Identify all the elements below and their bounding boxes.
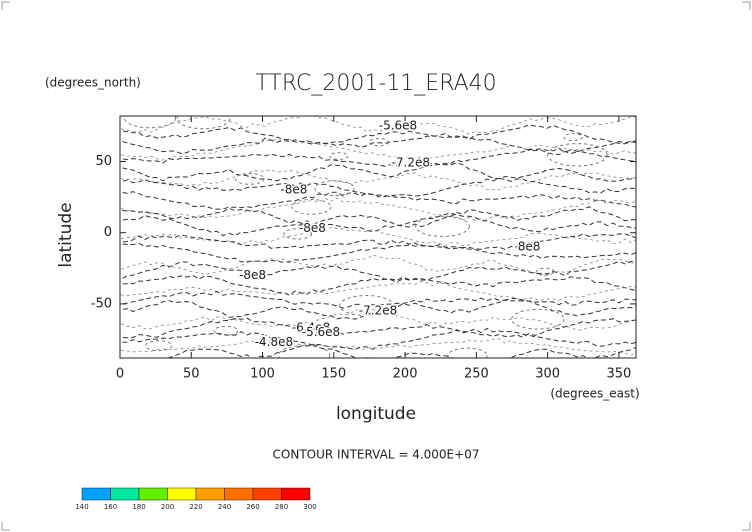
contour-line	[120, 275, 636, 296]
colorbar-box	[252, 487, 282, 501]
colorbar-box	[224, 487, 254, 501]
contour-loop	[278, 345, 331, 358]
contour-loop	[234, 172, 265, 185]
contour-field	[120, 116, 636, 358]
contour-loop	[314, 180, 355, 197]
contour-loop	[144, 340, 173, 352]
x-tick-label: 250	[464, 367, 489, 382]
colorbar-label: 200	[161, 503, 174, 511]
contour-line	[120, 169, 636, 191]
x-tick-label: 0	[116, 367, 124, 382]
contour-loop	[329, 152, 349, 160]
colorbar-box	[138, 487, 168, 501]
colorbar-label: 280	[275, 503, 288, 511]
colorbar-box	[81, 487, 111, 501]
contour-line	[120, 233, 636, 251]
contour-line	[120, 116, 636, 135]
contour-line	[120, 191, 636, 210]
y-axis-label: latitude	[56, 202, 76, 267]
contour-label: -8e8	[280, 183, 307, 197]
contour-line	[120, 133, 636, 156]
x-tick-label: 300	[535, 367, 560, 382]
contour-line	[120, 177, 636, 198]
colorbar-label: 220	[189, 503, 202, 511]
contour-loop	[511, 308, 565, 330]
contour-label: -8e8	[299, 221, 326, 235]
contour-line	[120, 327, 636, 351]
contour-line	[120, 197, 636, 221]
contour-line	[120, 242, 636, 263]
contour-line	[165, 343, 636, 358]
contour-line	[120, 297, 636, 320]
contour-loop	[291, 198, 332, 215]
x-tick-label: 150	[321, 367, 346, 382]
colorbar-label: 300	[303, 503, 316, 511]
y-tick-label: 0	[104, 225, 112, 240]
contour-loop	[339, 294, 394, 317]
contour-line	[120, 124, 636, 145]
contour-loop	[124, 116, 177, 129]
colorbar-box	[167, 487, 197, 501]
colorbar-box	[110, 487, 140, 501]
y-tick-label: 50	[95, 154, 112, 169]
contour-loop	[283, 228, 313, 240]
chart-title: TTRC_2001-11_ERA40	[255, 71, 496, 96]
contour-loop	[415, 215, 470, 237]
contour-label: -4.8e8	[255, 335, 293, 349]
contour-line	[120, 254, 636, 277]
x-units: (degrees_east)	[550, 387, 639, 401]
x-tick-label: 50	[183, 367, 200, 382]
contour-line	[120, 290, 636, 309]
contour-line	[120, 260, 636, 283]
plot-frame	[119, 115, 637, 359]
colorbar-box	[281, 487, 311, 501]
contour-label: -7.2e8	[392, 155, 430, 169]
contour-label: -8e8	[239, 268, 266, 282]
contour-loop	[368, 137, 389, 147]
colorbar-label: 260	[246, 503, 259, 511]
contour-line	[120, 338, 636, 356]
y-units: (degrees_north)	[45, 76, 141, 90]
contour-interval: CONTOUR INTERVAL = 4.000E+07	[273, 448, 480, 462]
contour-loop	[536, 267, 555, 276]
contour-label: 8e8	[518, 239, 541, 253]
x-tick-label: 200	[393, 367, 418, 382]
colorbar-label: 240	[218, 503, 231, 511]
contour-loop	[447, 347, 488, 358]
contour-line	[120, 226, 636, 247]
contour-line	[120, 162, 636, 182]
colorbar-label: 140	[75, 503, 88, 511]
contour-loop	[563, 133, 583, 142]
y-tick-label: -50	[91, 296, 112, 311]
colorbar-label: 160	[104, 503, 117, 511]
contour-label: -5.6e8	[302, 325, 340, 339]
contour-line	[120, 148, 636, 168]
contour-loop	[176, 116, 231, 130]
contour-label: -5.6e8	[379, 118, 417, 132]
x-tick-label: 350	[606, 367, 631, 382]
contour-label: -7.2e8	[359, 304, 397, 318]
contour-line	[120, 206, 636, 228]
contour-line	[120, 317, 636, 339]
colorbar-label: 180	[132, 503, 145, 511]
contour-loop	[547, 143, 608, 167]
x-axis-label: longitude	[336, 404, 416, 424]
x-tick-label: 100	[250, 367, 275, 382]
contour-loop	[213, 325, 239, 336]
contour-line	[120, 308, 636, 331]
contour-line	[120, 281, 636, 301]
contour-label: -6.4e8	[292, 321, 330, 335]
colorbar-box	[195, 487, 225, 501]
